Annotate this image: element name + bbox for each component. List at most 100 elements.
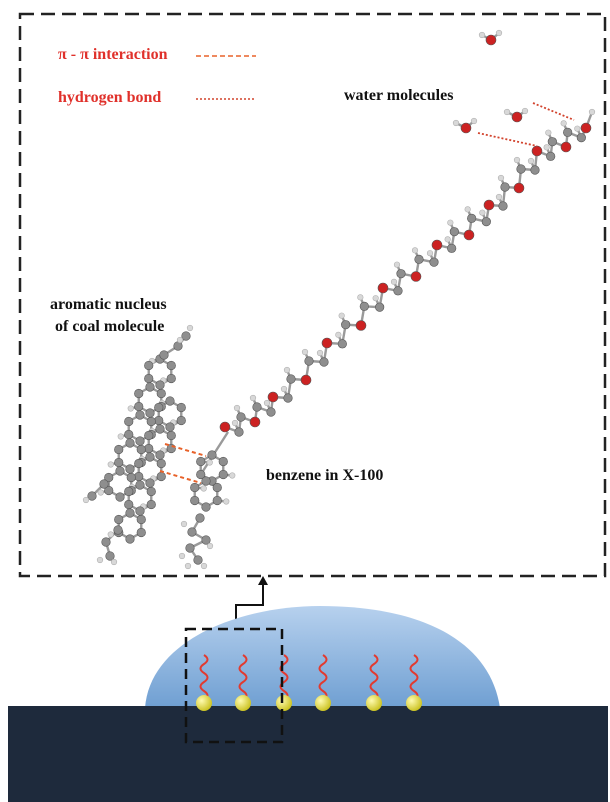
hydrophilic-tail [409,654,419,701]
hydrogen-atom [200,562,208,570]
hydrogen-atom [464,206,471,213]
oxygen-atom [431,239,443,251]
surfactant [235,654,251,711]
carbon-atom [146,499,156,510]
hydrogen-atom [495,193,503,201]
carbon-atom [207,450,217,460]
carbon-atom [144,430,154,441]
hydrogen-atom [479,209,486,216]
oxygen-atom [377,282,389,294]
carbon-atom [124,486,134,497]
oxygen-atom [355,320,367,331]
hydrogen-atom [186,324,194,332]
carbon-atom [547,137,557,147]
carbon-atom [136,527,146,538]
hydrogen-atom [180,520,188,528]
carbon-atom [135,436,145,446]
carbon-atom [500,182,510,192]
hydrogen-atom [497,174,505,182]
carbon-atom [218,469,228,480]
carbon-atom [393,286,403,296]
carbon-atom [530,165,540,175]
carbon-atom [449,227,459,237]
carbon-atom [266,407,276,417]
hydrophobic-head [315,695,331,711]
hydrogen-atom [393,261,401,268]
hydrogen-atom [117,433,124,440]
hydrogen-atom [545,129,552,136]
carbon-atom [176,415,186,426]
oxygen-atom [321,337,333,349]
hydrophobic-head [196,695,212,711]
carbon-atom [114,514,124,525]
carbon-atom [218,456,228,467]
carbon-atom [429,257,439,267]
hydrogen-atom [127,405,134,412]
carbon-atom [124,499,134,510]
carbon-atom [135,480,145,490]
carbon-atom [563,127,573,137]
hydrogen-atom [574,125,581,132]
hydrogen-atom [110,558,118,566]
pi-pi-interaction-lines [159,443,207,484]
hydrogen-atom [470,117,478,125]
surfactant [315,654,331,711]
hydrophobic-head [235,695,251,711]
carbon-atom [181,331,191,341]
aromatic-nucleus-label: aromatic nucleus of coal molecule [50,294,167,338]
oxygen-atom [560,141,572,153]
aromatic-nucleus-line2: of coal molecule [55,318,165,335]
oxygen-atom [267,391,279,403]
hydrogen-atom [357,294,364,301]
carbon-atom [375,302,385,312]
hydrogen-atom [233,404,241,412]
carbon-atom [136,444,146,455]
carbon-atom [125,464,135,474]
oxygen-atom [531,145,543,157]
hydrogen-atom [444,236,451,243]
carbon-atom [144,360,154,371]
hydrogen-atom [390,278,398,285]
hydrogen-atom [478,31,486,39]
carbon-atom [146,486,156,497]
carbon-atom [286,374,296,384]
carbon-atom [576,133,586,143]
carbon-atom [212,495,222,506]
carbon-atom [283,393,293,403]
hydrophilic-tail [279,654,289,701]
carbon-atom [156,458,166,469]
carbon-atom [144,373,154,384]
hydrogen-atom [206,459,213,466]
carbon-atom [155,380,165,390]
hydrogen-atom [452,119,460,127]
carbon-atom [212,482,222,493]
carbon-atom [124,416,134,427]
hydrophobic-head [276,695,292,711]
carbon-atom [201,502,211,512]
carbon-atom [234,427,244,437]
hydrogen-atom [280,385,288,393]
molecule-atoms [82,29,596,570]
carbon-atom [134,401,144,412]
surfactant-molecules [196,654,422,711]
hydrogen-atom [223,498,230,505]
carbon-atom [99,479,109,489]
carbon-atom [101,537,111,547]
hydrogen-atom [283,366,291,374]
hydrogen-atom [411,247,419,254]
hydrogen-atom [229,472,236,479]
carbon-atom [498,201,508,211]
carbon-atom [134,388,144,399]
carbon-atom [173,341,183,351]
carbon-atom [155,450,165,460]
carbon-atom [115,492,125,502]
carbon-atom [341,320,351,330]
carbon-atom [145,408,155,418]
zoom-box [18,12,607,578]
hydrogen-atom [513,156,521,164]
carbon-atom [190,482,200,493]
hydrogen-atom [231,419,239,427]
carbon-atom [145,478,155,488]
oxygen-atom [513,182,525,194]
surfactant [406,654,422,711]
